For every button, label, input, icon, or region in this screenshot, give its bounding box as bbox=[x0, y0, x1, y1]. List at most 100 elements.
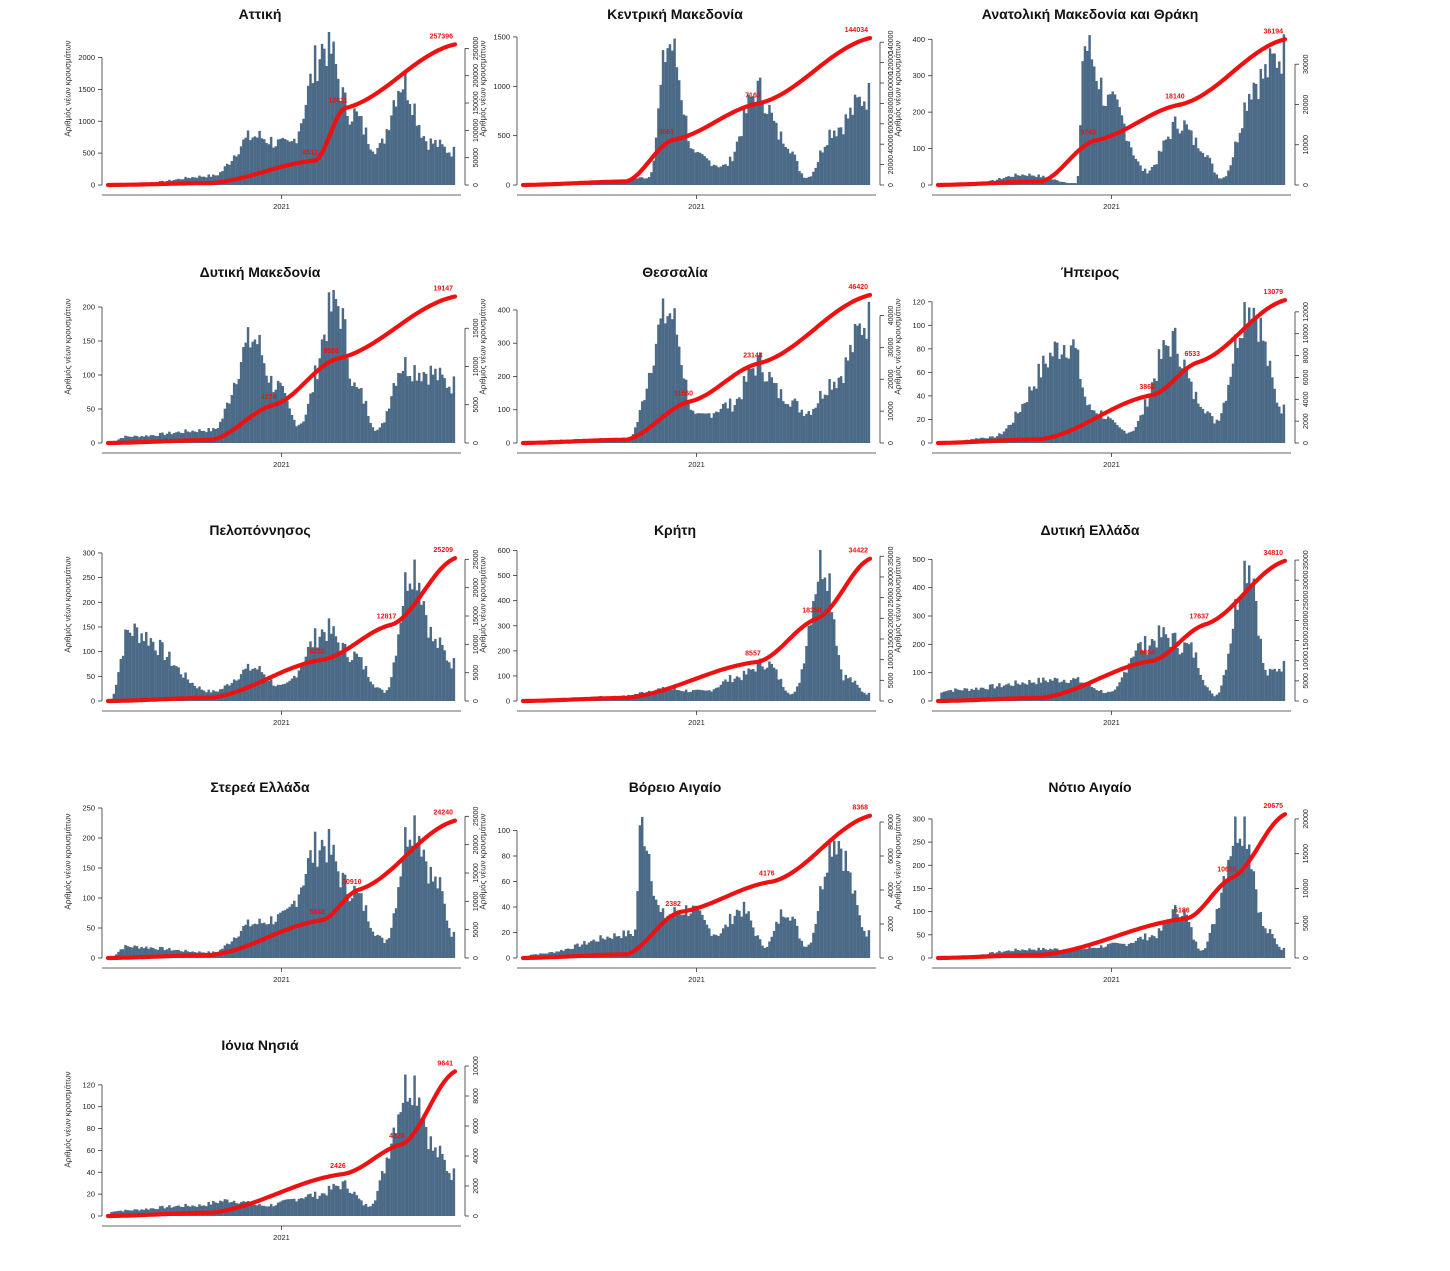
daily-bar bbox=[305, 1197, 307, 1216]
daily-bar bbox=[1262, 79, 1264, 185]
daily-bar bbox=[1276, 68, 1278, 185]
daily-bar bbox=[395, 908, 397, 958]
daily-bar bbox=[1248, 94, 1250, 185]
daily-bar bbox=[794, 155, 796, 185]
daily-bar bbox=[747, 668, 749, 701]
daily-bar bbox=[369, 423, 371, 443]
daily-bar bbox=[1084, 46, 1086, 185]
daily-bar bbox=[258, 131, 260, 185]
daily-bar bbox=[650, 373, 652, 443]
cumulative-label: 18140 bbox=[1165, 93, 1185, 100]
daily-bar bbox=[402, 860, 404, 958]
cumulative-label: 7163 bbox=[745, 92, 761, 99]
daily-bar bbox=[1264, 928, 1266, 958]
daily-bar bbox=[1072, 183, 1074, 185]
daily-bar bbox=[1216, 695, 1218, 701]
y2-tick-label: 10000 bbox=[1303, 135, 1310, 155]
daily-bar bbox=[717, 687, 719, 701]
daily-bar bbox=[838, 655, 840, 701]
daily-bar bbox=[427, 638, 429, 701]
daily-bar bbox=[323, 846, 325, 958]
daily-bar bbox=[256, 1205, 258, 1216]
daily-bar bbox=[842, 871, 844, 958]
y-tick-label: 100 bbox=[912, 907, 925, 916]
daily-bar bbox=[1086, 685, 1088, 701]
daily-bar bbox=[680, 100, 682, 185]
y-tick-label: 100 bbox=[497, 405, 510, 414]
daily-bar bbox=[805, 414, 807, 443]
daily-bar bbox=[678, 80, 680, 185]
daily-bar bbox=[1102, 948, 1104, 958]
daily-bar bbox=[805, 646, 807, 701]
daily-bar bbox=[1033, 386, 1035, 443]
daily-bar bbox=[784, 404, 786, 443]
daily-bar bbox=[423, 372, 425, 443]
daily-bar bbox=[1112, 943, 1114, 958]
daily-bar bbox=[251, 137, 253, 185]
daily-bar bbox=[369, 682, 371, 701]
daily-bar bbox=[443, 378, 445, 443]
daily-bar bbox=[738, 911, 740, 958]
daily-bar bbox=[777, 140, 779, 185]
daily-bar bbox=[420, 381, 422, 443]
daily-bar bbox=[1158, 625, 1160, 701]
daily-bar bbox=[791, 400, 793, 443]
daily-bar bbox=[833, 841, 835, 958]
daily-bar bbox=[353, 1192, 355, 1216]
daily-bar bbox=[1216, 174, 1218, 185]
daily-bar bbox=[295, 426, 297, 443]
daily-bar bbox=[330, 1189, 332, 1216]
daily-bar bbox=[697, 152, 699, 185]
daily-bar bbox=[768, 941, 770, 958]
daily-bar bbox=[694, 152, 696, 185]
daily-bar bbox=[666, 316, 668, 443]
daily-bar bbox=[766, 668, 768, 701]
daily-bar bbox=[699, 413, 701, 443]
daily-bar bbox=[1204, 413, 1206, 443]
daily-bar bbox=[780, 389, 782, 443]
daily-bar bbox=[441, 891, 443, 958]
daily-bar bbox=[738, 397, 740, 443]
daily-bar bbox=[145, 632, 147, 701]
daily-bar bbox=[729, 675, 731, 701]
daily-bar bbox=[291, 679, 293, 701]
daily-bar bbox=[777, 680, 779, 701]
x-tick-label: 2021 bbox=[1103, 460, 1120, 469]
daily-bar bbox=[402, 371, 404, 443]
daily-bar bbox=[833, 382, 835, 443]
daily-bar bbox=[817, 911, 819, 958]
daily-bar bbox=[662, 908, 664, 958]
daily-bar bbox=[430, 1136, 432, 1216]
y-tick-label: 20 bbox=[917, 415, 925, 424]
daily-bar bbox=[242, 926, 244, 958]
daily-bar bbox=[291, 904, 293, 958]
daily-bar bbox=[1155, 647, 1157, 701]
daily-bar bbox=[432, 1151, 434, 1216]
daily-bar bbox=[701, 690, 703, 701]
daily-bar bbox=[1107, 944, 1109, 958]
y2-tick-label: 20000 bbox=[1303, 611, 1310, 631]
daily-bar bbox=[1128, 432, 1130, 443]
panel-plot: 0100200300400010000200003000020219743181… bbox=[870, 0, 1310, 240]
daily-bar bbox=[812, 409, 814, 443]
y2-tick-label: 5000 bbox=[1303, 915, 1310, 931]
daily-bar bbox=[120, 659, 122, 701]
daily-bar bbox=[427, 385, 429, 443]
x-tick-label: 2021 bbox=[273, 975, 290, 984]
daily-bar bbox=[349, 1193, 351, 1216]
daily-bar bbox=[740, 136, 742, 185]
daily-bar bbox=[337, 79, 339, 185]
daily-bar bbox=[411, 1105, 413, 1216]
daily-bar bbox=[697, 690, 699, 701]
daily-bar bbox=[1199, 675, 1201, 701]
daily-bar bbox=[321, 1193, 323, 1216]
daily-bar bbox=[703, 156, 705, 185]
cumulative-label: 8557 bbox=[745, 651, 761, 658]
daily-bar bbox=[376, 935, 378, 958]
daily-bar bbox=[849, 345, 851, 443]
daily-bar bbox=[356, 889, 358, 958]
daily-bar bbox=[715, 688, 717, 701]
